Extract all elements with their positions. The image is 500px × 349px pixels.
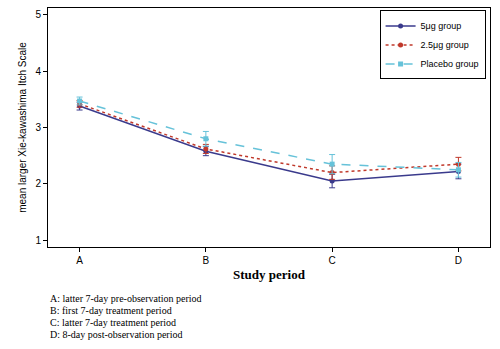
- svg-text:mean larger Xie-kawashima Itch: mean larger Xie-kawashima Itch Scale: [17, 42, 28, 213]
- svg-text:A: latter 7-day pre-observatio: A: latter 7-day pre-observation period: [50, 293, 202, 304]
- svg-text:D: 8-day post-observation peri: D: 8-day post-observation period: [50, 329, 182, 340]
- svg-text:D: D: [455, 255, 462, 266]
- svg-text:5μg group: 5μg group: [421, 21, 462, 31]
- svg-text:A: A: [76, 255, 83, 266]
- svg-text:B: first 7-day treatment perio: B: first 7-day treatment period: [50, 305, 172, 316]
- svg-text:4: 4: [35, 66, 41, 77]
- svg-text:C: latter 7-day treatment peri: C: latter 7-day treatment period: [50, 317, 176, 328]
- svg-text:2: 2: [35, 178, 41, 189]
- svg-text:B: B: [203, 255, 210, 266]
- svg-text:1: 1: [35, 235, 41, 246]
- svg-text:2.5μg group: 2.5μg group: [421, 40, 469, 50]
- svg-text:3: 3: [35, 122, 41, 133]
- svg-text:Study period: Study period: [233, 267, 306, 282]
- svg-text:C: C: [329, 255, 336, 266]
- svg-text:Placebo group: Placebo group: [421, 59, 479, 69]
- svg-text:5: 5: [35, 9, 41, 20]
